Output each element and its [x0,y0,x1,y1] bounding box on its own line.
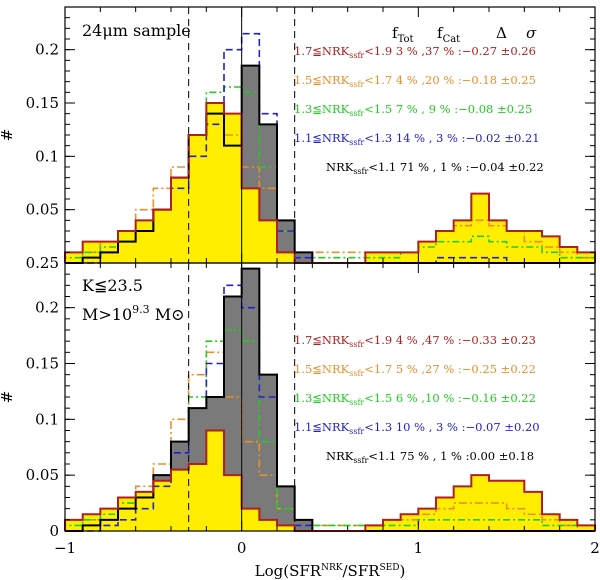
y-tick-label: 0.1 [35,410,59,428]
y-axis-label: # [0,129,16,142]
legend-entry-2: 1.3≦NRKssfr<1.5 6 % ,10 % :−0.16 ±0.22 [294,391,536,407]
y-tick-label: 0.05 [26,466,59,484]
y-tick-label: 0.2 [35,41,59,59]
legend-entry-1: 1.5≦NRKssfr<1.7 5 % ,27 % :−0.25 ±0.22 [294,362,536,378]
legend-entry-3: 1.1≦NRKssfr<1.3 14 % , 3 % :−0.02 ±0.21 [294,131,540,147]
panel-annotation-mass: M>109.3 M⊙ [82,303,185,324]
column-header: fCat [437,24,460,45]
legend-entry-4: NRKssfr<1.1 75 % , 1 % :0.00 ±0.18 [326,449,534,465]
y-tick-label: 0.05 [26,201,59,219]
y-tick-label: 0.2 [35,299,59,317]
x-axis-label: Log(SFRNRK/SFRSED) [255,562,406,580]
y-tick-label: 0.15 [26,355,59,373]
y-tick-label: 0.1 [35,147,59,165]
axes-common: −1 0 1 2 Log(SFRNRK/SFRSED) [54,539,600,580]
series-line-2 [64,329,595,532]
x-tick-label: 1 [414,539,424,557]
column-header: fTot [392,24,414,45]
legend-entry-2: 1.3≦NRKssfr<1.5 7 % , 9 % :−0.08 ±0.25 [294,102,532,118]
panel-annotation: K≦23.5 [82,276,143,295]
legend-entry-3: 1.1≦NRKssfr<1.3 10 % , 3 % :−0.07 ±0.20 [294,420,540,436]
y-tick-label: 0 [49,522,59,540]
panel-annotation: 24μm sample [82,21,191,40]
filled-bars-yellow [65,430,595,531]
column-header-sigma: σ [526,24,537,42]
x-tick-label: −1 [54,539,76,557]
panel-top: 0.05 0.1 0.15 0.2 #24μm sample fTot fCat Δσ 1.7≦… [0,6,596,272]
y-tick-label: 0.15 [26,94,59,112]
column-header-delta: Δ [496,24,507,42]
y-axis-label: # [0,391,16,404]
x-tick-label: 0 [237,539,247,557]
series-line-1 [64,351,596,531]
panel-bottom: 0 0.05 0.1 0.15 0.2 # K≦23.5 M>109.3 M⊙ 1.7≦NRKs… [0,262,596,540]
y-zero-overlap-label: 0.25 [26,254,59,272]
x-tick-label: 2 [590,539,600,557]
legend-entry-0: 1.7≦NRKssfr<1.9 4 % ,47 % :−0.33 ±0.23 [294,333,536,349]
legend-entry-1: 1.5≦NRKssfr<1.7 4 % ,20 % :−0.18 ±0.25 [294,73,536,89]
legend-entry-0: 1.7≦NRKssfr<1.9 3 % ,37 % :−0.27 ±0.26 [294,44,536,60]
legend-entry-4: NRKssfr<1.1 71 % , 1 % :−0.04 ±0.22 [326,160,544,176]
filled-bars-yellow [65,103,595,263]
